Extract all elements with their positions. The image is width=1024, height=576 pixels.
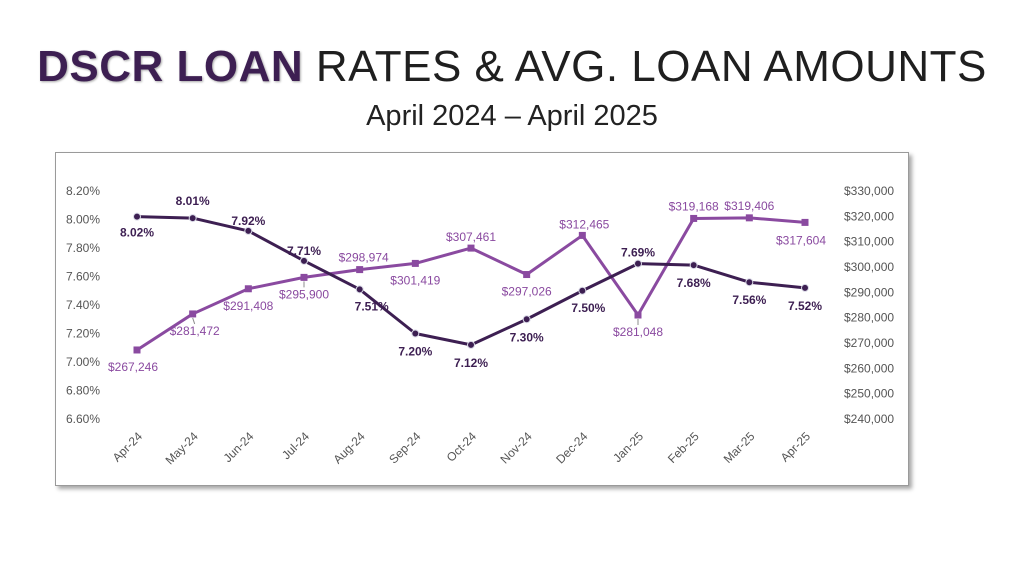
rate-marker [745, 278, 754, 287]
rate-marker [300, 256, 308, 265]
right-axis-tick-label: $290,000 [844, 285, 894, 299]
rate-marker [188, 214, 197, 223]
rate-data-label: 7.69% [621, 246, 655, 260]
x-axis-tick-label: Aug-24 [331, 429, 368, 466]
rate-marker [355, 285, 364, 294]
rate-data-label: 7.50% [571, 301, 605, 315]
title-rest: RATES & AVG. LOAN AMOUNTS [315, 42, 987, 91]
rate-data-label: 7.30% [510, 330, 544, 344]
x-axis-tick-label: Sep-24 [386, 429, 423, 466]
right-axis-tick-label: $270,000 [844, 336, 894, 350]
loan-amount-data-label: $307,461 [446, 230, 496, 244]
x-axis-tick-label: Apr-25 [778, 429, 814, 465]
rate-data-label: 8.02% [120, 226, 154, 240]
title-highlight: DSCR LOAN [37, 42, 304, 91]
right-axis-tick-label: $330,000 [844, 184, 894, 198]
loan-amount-data-label: $295,900 [279, 287, 329, 301]
loan-amount-marker [745, 214, 753, 222]
left-axis-tick-label: 7.40% [66, 298, 100, 312]
dual-axis-line-chart: 6.60% 6.80% 7.00% 7.20% 7.40% 7.60% 7.80% 8.00%… [66, 184, 894, 467]
rate-marker [467, 340, 475, 349]
rate-marker [801, 283, 809, 292]
loan-amount-marker [523, 271, 531, 279]
loan-amount-data-label: $319,168 [669, 199, 719, 213]
loan-amount-marker [690, 214, 698, 222]
page-subtitle: April 2024 – April 2025 [366, 100, 658, 132]
x-axis-tick-label: Dec-24 [553, 429, 590, 466]
x-axis-tick-label: Jun-24 [221, 429, 257, 465]
left-axis-tick-label: 7.00% [66, 355, 100, 369]
label-leader-line [192, 317, 196, 325]
right-axis-tick-label: $300,000 [844, 260, 894, 274]
loan-amount-marker [356, 266, 364, 274]
loan-amount-marker [467, 244, 475, 252]
loan-amount-marker [189, 310, 197, 318]
rate-data-label: 7.92% [231, 214, 265, 228]
loan-amount-marker [578, 231, 586, 239]
right-axis-tick-label: $250,000 [844, 387, 894, 401]
loan-amount-marker [411, 259, 419, 267]
x-axis-tick-label: Jul-24 [279, 429, 312, 462]
chart-container: 6.60% 6.80% 7.00% 7.20% 7.40% 7.60% 7.80% 8.00%… [55, 152, 909, 486]
rate-marker [411, 329, 420, 338]
left-axis-tick-label: 8.00% [66, 213, 100, 227]
x-axis-tick-label: May-24 [163, 429, 201, 467]
left-axis-tick-label: 7.80% [66, 241, 100, 255]
x-axis-tick-label: Mar-25 [721, 429, 758, 466]
loan-amount-data-label: $297,026 [502, 285, 552, 299]
loan-amount-marker [244, 285, 252, 293]
rate-data-label: 7.56% [732, 293, 766, 307]
loan-amount-data-label: $291,408 [223, 299, 273, 313]
left-axis-tick-label: 6.60% [66, 412, 100, 426]
loan-amount-data-label: $267,246 [108, 360, 158, 374]
left-axis-tick-label: 7.20% [66, 327, 100, 341]
page-title: DSCR LOAN RATES & AVG. LOAN AMOUNTS [0, 42, 1024, 92]
loan-amount-data-label: $281,048 [613, 325, 663, 339]
rate-data-label: 8.01% [176, 194, 210, 208]
loan-amount-data-label: $319,406 [724, 199, 774, 213]
rate-data-label: 7.68% [677, 276, 711, 290]
x-axis-tick-label: Apr-24 [110, 429, 146, 465]
rate-data-label: 7.71% [287, 244, 321, 258]
left-axis-tick-label: 6.80% [66, 384, 100, 398]
rate-data-label: 7.52% [788, 299, 822, 313]
loan-amount-marker [801, 218, 809, 226]
right-axis-tick-label: $280,000 [844, 311, 894, 325]
loan-amount-data-label: $281,472 [170, 324, 220, 338]
loan-amount-data-label: $317,604 [776, 233, 826, 247]
right-axis-tick-label: $320,000 [844, 209, 894, 223]
rate-marker [522, 315, 531, 324]
rate-marker [689, 261, 698, 270]
rate-marker [634, 259, 642, 268]
x-axis-tick-label: Nov-24 [498, 429, 535, 466]
rate-data-label: 7.51% [355, 299, 389, 313]
rate-marker [578, 286, 587, 295]
loan-amount-data-label: $312,465 [559, 217, 609, 231]
right-axis-tick-label: $310,000 [844, 235, 894, 249]
x-axis-tick-label: Jan-25 [610, 429, 646, 465]
loan-amount-data-label: $298,974 [339, 251, 389, 265]
loan-amount-data-label: $301,419 [390, 273, 440, 287]
loan-amount-marker [133, 346, 141, 354]
loan-amount-marker [300, 273, 308, 281]
loan-amount-marker [634, 311, 642, 319]
rate-marker [133, 212, 141, 221]
x-axis-tick-label: Feb-25 [665, 429, 702, 466]
left-axis-tick-label: 8.20% [66, 184, 100, 198]
left-axis-tick-label: 7.60% [66, 270, 100, 284]
x-axis-tick-label: Oct-24 [444, 429, 480, 465]
rate-marker [244, 226, 253, 235]
rate-data-label: 7.20% [398, 345, 432, 359]
right-axis-tick-label: $260,000 [844, 361, 894, 375]
rate-data-label: 7.12% [454, 356, 488, 370]
right-axis-tick-label: $240,000 [844, 412, 894, 426]
